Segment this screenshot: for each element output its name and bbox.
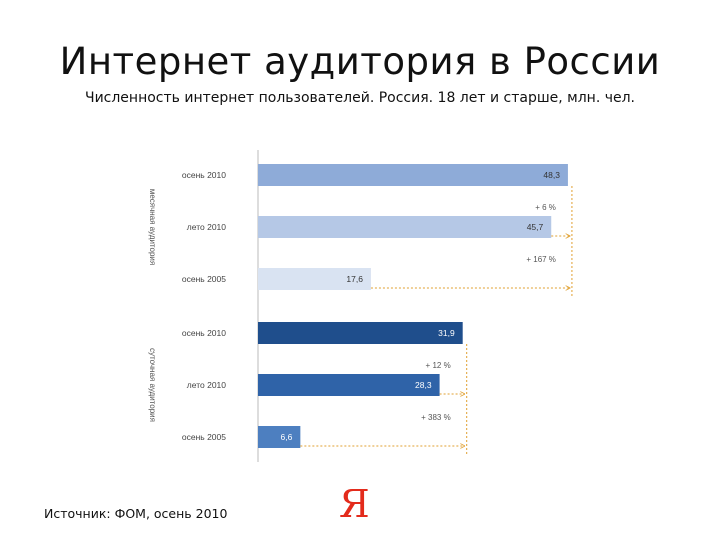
- bar-chart: месячная аудитория осень 2010 48,3 лето 201…: [148, 150, 573, 462]
- value-label: 28,3: [415, 380, 432, 390]
- value-label: 48,3: [543, 170, 560, 180]
- group-label: суточная аудитория: [148, 348, 157, 422]
- bar: [258, 374, 440, 396]
- bar: [258, 216, 552, 238]
- value-label: 17,6: [346, 274, 363, 284]
- category-label: лето 2010: [187, 222, 226, 232]
- bar: [258, 164, 568, 186]
- category-label: осень 2005: [182, 432, 226, 442]
- yandex-logo: Я: [339, 482, 370, 526]
- category-label: осень 2010: [182, 170, 226, 180]
- bar: [258, 268, 371, 290]
- category-label: лето 2010: [187, 380, 226, 390]
- bar: [258, 322, 463, 344]
- value-label: 31,9: [438, 328, 455, 338]
- source-note: Источник: ФОМ, осень 2010: [44, 506, 228, 521]
- category-label: осень 2010: [182, 328, 226, 338]
- bar: [258, 426, 301, 448]
- category-label: осень 2005: [182, 274, 226, 284]
- change-annotation: + 167 %: [526, 255, 556, 264]
- value-label: 45,7: [527, 222, 544, 232]
- slide-title: Интернет аудитория в России: [59, 40, 661, 83]
- slide-subtitle: Численность интернет пользователей. Росс…: [84, 90, 636, 106]
- group-label: месячная аудитория: [148, 189, 157, 265]
- change-annotation: + 383 %: [421, 413, 451, 422]
- change-annotation: + 12 %: [426, 361, 451, 370]
- change-annotation: + 6 %: [535, 203, 556, 212]
- value-label: 6,6: [281, 432, 293, 442]
